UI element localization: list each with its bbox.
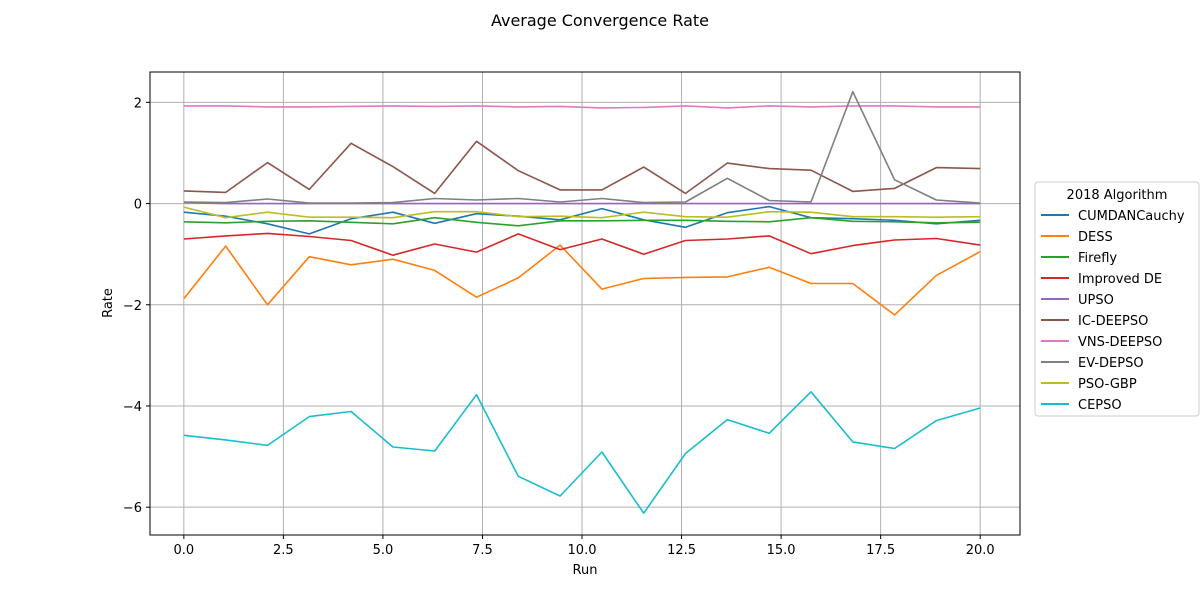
x-tick-label: 15.0 [767, 543, 796, 558]
plot-frame [149, 71, 1021, 536]
y-tick-label: −2 [123, 299, 142, 314]
legend-box [1034, 181, 1200, 417]
x-tick-label: 2.5 [273, 543, 294, 558]
legend-label-dess: DESS [1078, 230, 1113, 245]
x-tick-label: 20.0 [966, 543, 995, 558]
series-line-pso-gbp [183, 206, 981, 219]
x-tick-label: 7.5 [472, 543, 493, 558]
x-tick-label: 17.5 [866, 543, 895, 558]
y-tick-label: 0 [134, 198, 142, 213]
legend-label-improved-de: Improved DE [1078, 272, 1162, 287]
y-tick-label: −4 [123, 400, 142, 415]
series-line-vns-deepso [183, 105, 981, 109]
legend: 2018 Algorithm CUMDANCauchy DESS Firefly Im… [1034, 181, 1200, 417]
series-lines [183, 90, 981, 515]
y-tick-label: −6 [123, 501, 142, 516]
y-axis-ticks: 2 0 −2 −4 −6 [123, 96, 150, 516]
legend-label-ev-depso: EV-DEPSO [1078, 356, 1144, 371]
x-axis-ticks: 0.0 2.5 5.0 7.5 10.0 12.5 15.0 17.5 20.0 [174, 535, 995, 558]
series-line-ic-deepso [183, 140, 981, 195]
x-tick-label: 5.0 [373, 543, 394, 558]
series-line-improved-de [183, 232, 981, 256]
x-axis-label: Run [573, 563, 598, 578]
legend-label-firefly: Firefly [1078, 251, 1117, 266]
series-line-cumdancauchy [183, 205, 981, 235]
series-line-firefly [183, 216, 981, 227]
y-tick-label: 2 [134, 96, 142, 111]
x-tick-label: 10.0 [568, 543, 597, 558]
legend-label-upso: UPSO [1078, 293, 1114, 308]
x-tick-label: 0.0 [174, 543, 195, 558]
series-line-dess [183, 244, 981, 316]
legend-label-vns-deepso: VNS-DEEPSO [1078, 335, 1162, 350]
series-line-ev-depso [183, 90, 981, 204]
legend-label-cepso: CEPSO [1078, 398, 1122, 413]
legend-label-pso-gbp: PSO-GBP [1078, 377, 1137, 392]
x-tick-label: 12.5 [667, 543, 696, 558]
chart-title: Average Convergence Rate [491, 11, 709, 30]
legend-label-cumdancauchy: CUMDANCauchy [1078, 209, 1185, 224]
legend-items: CUMDANCauchy DESS Firefly Improved DE UPSO IC… [1041, 209, 1185, 413]
legend-title: 2018 Algorithm [1067, 188, 1168, 203]
legend-label-ic-deepso: IC-DEEPSO [1078, 314, 1148, 329]
y-axis-label: Rate [101, 288, 116, 318]
series-line-cepso [183, 390, 981, 515]
